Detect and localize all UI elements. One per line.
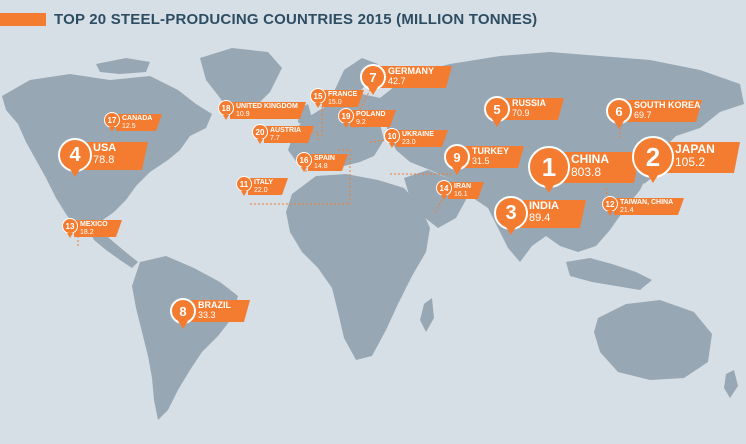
rank-badge: 3 bbox=[494, 196, 528, 235]
country-value: 42.7 bbox=[388, 75, 406, 86]
rank-badge: 10 bbox=[384, 128, 400, 148]
country-tag: TAIWAN, CHINA 21.4 bbox=[614, 198, 684, 215]
new-zealand-land bbox=[724, 370, 738, 398]
leader-line-italy bbox=[250, 149, 351, 205]
country-value: 7.7 bbox=[270, 134, 280, 142]
country-tag: FRANCE 15.0 bbox=[322, 90, 364, 107]
country-tag: RUSSIA 70.9 bbox=[504, 98, 564, 120]
rank-badge: 11 bbox=[236, 176, 252, 196]
country-name: RUSSIA bbox=[512, 98, 547, 108]
country-name: UKRAINE bbox=[402, 131, 434, 138]
country-value: 78.8 bbox=[93, 153, 115, 166]
australia-land bbox=[594, 300, 712, 380]
header-accent-bar bbox=[0, 12, 46, 26]
rank-badge: 1 bbox=[528, 146, 570, 193]
country-name: CANADA bbox=[122, 115, 153, 122]
central-america-land bbox=[88, 228, 138, 268]
country-value: 21.4 bbox=[620, 206, 634, 214]
country-name: JAPAN bbox=[675, 142, 715, 156]
arctic-islands-land bbox=[96, 58, 150, 74]
country-value: 105.2 bbox=[675, 154, 706, 169]
country-name: ITALY bbox=[254, 179, 274, 186]
country-name: USA bbox=[93, 142, 117, 154]
country-value: 12.5 bbox=[122, 122, 136, 130]
rank-badge: 16 bbox=[296, 152, 312, 172]
rank-badge: 7 bbox=[360, 64, 386, 95]
page-title: TOP 20 STEEL-PRODUCING COUNTRIES 2015 (M… bbox=[54, 10, 538, 28]
country-value: 18.2 bbox=[80, 228, 94, 236]
leader-line-iran bbox=[433, 199, 443, 215]
southeast-asia-islands-land bbox=[566, 258, 652, 290]
country-tag: BRAZIL 33.3 bbox=[190, 300, 250, 322]
country-value: 70.9 bbox=[512, 107, 530, 118]
country-name: UNITED KINGDOM bbox=[236, 103, 298, 110]
rank-badge: 19 bbox=[338, 108, 354, 128]
country-value: 23.0 bbox=[402, 138, 416, 146]
country-name: FRANCE bbox=[328, 91, 358, 98]
country-value: 22.0 bbox=[254, 186, 268, 194]
country-value: 10.9 bbox=[236, 110, 250, 118]
greenland-land bbox=[200, 48, 282, 116]
rank-badge: 2 bbox=[632, 136, 674, 183]
country-name: TAIWAN, CHINA bbox=[620, 199, 674, 206]
country-name: TURKEY bbox=[472, 146, 510, 156]
country-tag: AUSTRIA 7.7 bbox=[264, 126, 314, 143]
country-tag: SOUTH KOREA 69.7 bbox=[626, 100, 702, 122]
country-value: 14.8 bbox=[314, 162, 328, 170]
country-tag: ITALY 22.0 bbox=[248, 178, 288, 195]
country-name: POLAND bbox=[356, 111, 386, 118]
rank-badge: 20 bbox=[252, 124, 268, 144]
country-name: IRAN bbox=[454, 183, 472, 190]
country-value: 33.3 bbox=[198, 309, 216, 320]
africa-land bbox=[286, 174, 430, 360]
country-name: BRAZIL bbox=[198, 300, 231, 310]
rank-badge: 14 bbox=[436, 180, 452, 200]
madagascar-land bbox=[420, 298, 434, 332]
rank-badge: 13 bbox=[62, 218, 78, 238]
country-name: SOUTH KOREA bbox=[634, 100, 701, 110]
country-value: 9.2 bbox=[356, 118, 366, 126]
rank-badge: 17 bbox=[104, 112, 120, 132]
leader-line-ukraine bbox=[369, 139, 389, 143]
country-value: 69.7 bbox=[634, 109, 652, 120]
country-name: MEXICO bbox=[80, 221, 108, 228]
country-tag: SPAIN 14.8 bbox=[308, 154, 348, 171]
country-tag: CANADA 12.5 bbox=[116, 114, 162, 131]
country-tag: POLAND 9.2 bbox=[350, 110, 396, 127]
country-name: INDIA bbox=[529, 200, 559, 212]
country-value: 31.5 bbox=[472, 155, 490, 166]
rank-badge: 6 bbox=[606, 98, 632, 129]
rank-badge: 4 bbox=[58, 138, 92, 177]
country-value: 89.4 bbox=[529, 211, 551, 224]
country-tag: GERMANY 42.7 bbox=[380, 66, 452, 88]
country-tag: IRAN 16.1 bbox=[448, 182, 484, 199]
country-tag: TURKEY 31.5 bbox=[464, 146, 524, 168]
rank-badge: 18 bbox=[218, 100, 234, 120]
country-value: 803.8 bbox=[571, 164, 602, 179]
country-tag: CHINA 803.8 bbox=[562, 152, 640, 183]
rank-badge: 12 bbox=[602, 196, 618, 216]
rank-badge: 5 bbox=[484, 96, 510, 127]
leader-line-austria bbox=[284, 131, 319, 140]
country-name: GERMANY bbox=[388, 66, 435, 76]
country-tag: USA 78.8 bbox=[84, 142, 148, 170]
rank-badge: 9 bbox=[444, 144, 470, 175]
page-header: TOP 20 STEEL-PRODUCING COUNTRIES 2015 (M… bbox=[0, 8, 537, 30]
country-tag: JAPAN 105.2 bbox=[666, 142, 740, 173]
country-name: CHINA bbox=[571, 152, 609, 166]
country-tag: INDIA 89.4 bbox=[520, 200, 586, 228]
rank-badge: 8 bbox=[170, 298, 196, 329]
south-america-land bbox=[132, 256, 238, 420]
country-name: AUSTRIA bbox=[270, 127, 302, 134]
rank-badge: 15 bbox=[310, 88, 326, 108]
country-tag: UKRAINE 23.0 bbox=[396, 130, 448, 147]
country-tag: UNITED KINGDOM 10.9 bbox=[230, 102, 306, 119]
country-tag: MEXICO 18.2 bbox=[74, 220, 122, 237]
country-name: SPAIN bbox=[314, 155, 335, 162]
country-value: 15.0 bbox=[328, 98, 342, 106]
country-value: 16.1 bbox=[454, 190, 468, 198]
